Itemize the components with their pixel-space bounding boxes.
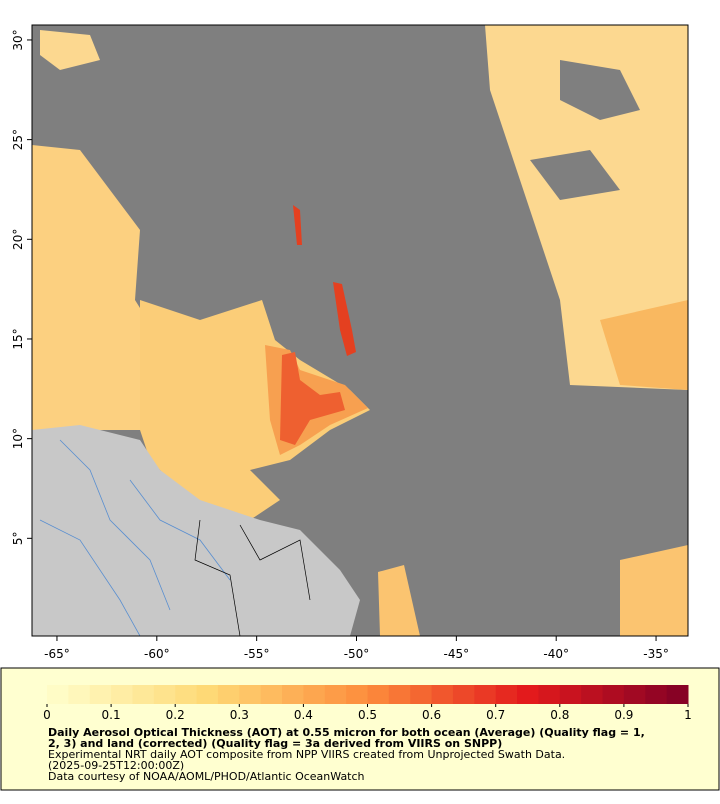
colorbar-step bbox=[132, 685, 155, 704]
no-data-hole bbox=[530, 150, 620, 200]
colorbar-step bbox=[89, 685, 112, 704]
aot-region bbox=[140, 300, 370, 520]
colorbar-step bbox=[645, 685, 668, 704]
colorbar-step bbox=[303, 685, 326, 704]
river bbox=[129, 479, 231, 581]
colorbar-tick-label: 0.4 bbox=[294, 708, 313, 722]
colorbar-step bbox=[581, 685, 604, 704]
river bbox=[59, 439, 171, 611]
colorbar-step bbox=[260, 685, 283, 704]
aot-region bbox=[485, 25, 688, 390]
y-tick-label: 25° bbox=[11, 129, 25, 150]
colorbar-step bbox=[495, 685, 518, 704]
colorbar-tick-label: 0.6 bbox=[422, 708, 441, 722]
land bbox=[32, 425, 360, 636]
aot-region bbox=[40, 30, 100, 70]
colorbar-step bbox=[367, 685, 390, 704]
colorbar-tick-label: 0.3 bbox=[230, 708, 249, 722]
y-tick-label: 5° bbox=[11, 531, 25, 545]
y-tick-label: 20° bbox=[11, 229, 25, 250]
colorbar-step bbox=[388, 685, 411, 704]
y-tick-label: 10° bbox=[11, 428, 25, 449]
colorbar-step bbox=[282, 685, 304, 704]
no-data-hole bbox=[560, 60, 640, 120]
x-tick-label: -65° bbox=[44, 647, 70, 661]
border bbox=[194, 519, 241, 637]
caption-title: 2, 3) and land (corrected) (Quality flag… bbox=[48, 737, 502, 750]
colorbar-step bbox=[410, 685, 433, 704]
colorbar-tick-label: 0.7 bbox=[486, 708, 505, 722]
colorbar-tick-label: 0.2 bbox=[166, 708, 185, 722]
colorbar-step bbox=[602, 685, 625, 704]
colorbar-step bbox=[538, 685, 561, 704]
colorbar-tick-label: 0.8 bbox=[550, 708, 569, 722]
aot-region bbox=[620, 545, 688, 636]
colorbar-step bbox=[68, 685, 91, 704]
aot-region bbox=[378, 565, 420, 636]
aot-region bbox=[280, 352, 345, 445]
colorbar-tick-label: 0.1 bbox=[102, 708, 121, 722]
colorbar-tick-label: 0.9 bbox=[614, 708, 633, 722]
colorbar-step bbox=[452, 685, 475, 704]
colorbar-step bbox=[239, 685, 262, 704]
x-tick-label: -55° bbox=[244, 647, 270, 661]
colorbar-tick-label: 1 bbox=[684, 708, 692, 722]
colorbar-step bbox=[324, 685, 347, 704]
caption-line: Data courtesy of NOAA/AOML/PHOD/Atlantic… bbox=[48, 770, 365, 783]
caption-line: Experimental NRT daily AOT composite fro… bbox=[48, 748, 565, 761]
colorbar-tick-label: 0.5 bbox=[358, 708, 377, 722]
colorbar-step bbox=[346, 685, 368, 704]
river bbox=[39, 519, 141, 637]
x-tick-label: -45° bbox=[444, 647, 470, 661]
colorbar-step bbox=[623, 685, 646, 704]
border bbox=[239, 524, 311, 601]
aot-region bbox=[32, 145, 160, 430]
colorbar-step bbox=[517, 685, 539, 704]
y-tick-label: 30° bbox=[11, 29, 25, 50]
x-tick-label: -40° bbox=[543, 647, 569, 661]
aot-region bbox=[293, 205, 302, 245]
y-tick-label: 15° bbox=[11, 328, 25, 349]
x-tick-label: -60° bbox=[144, 647, 170, 661]
colorbar-step bbox=[175, 685, 198, 704]
colorbar-tick-label: 0 bbox=[43, 708, 51, 722]
colorbar-step bbox=[474, 685, 497, 704]
colorbar-step bbox=[431, 685, 454, 704]
caption-line: (2025-09-25T12:00:00Z) bbox=[48, 759, 184, 772]
colorbar-step bbox=[196, 685, 219, 704]
map bbox=[31, 24, 689, 637]
caption-title: Daily Aerosol Optical Thickness (AOT) at… bbox=[48, 726, 645, 739]
x-tick-label: -50° bbox=[344, 647, 370, 661]
x-tick-label: -35° bbox=[643, 647, 669, 661]
colorbar-step bbox=[153, 685, 176, 704]
colorbar-step bbox=[666, 685, 689, 704]
colorbar-step bbox=[559, 685, 582, 704]
aot-region bbox=[600, 300, 688, 390]
aot-region bbox=[333, 282, 356, 356]
map-frame bbox=[31, 24, 689, 637]
colorbar-step bbox=[217, 685, 240, 704]
colorbar-step bbox=[111, 685, 133, 704]
colorbar-step bbox=[47, 685, 69, 704]
